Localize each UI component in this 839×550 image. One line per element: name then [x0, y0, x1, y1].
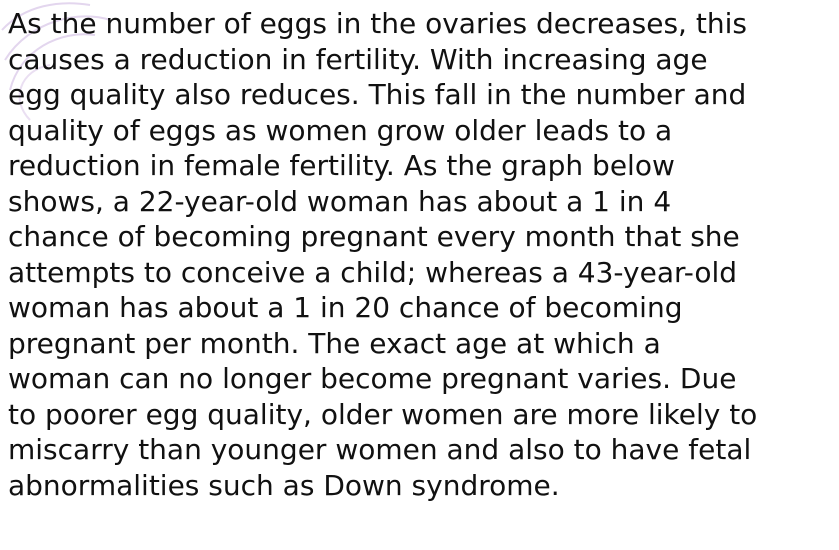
text-line: abnormalities such as Down syndrome.	[8, 468, 560, 504]
text-line: egg quality also reduces. This fall in t…	[8, 77, 746, 113]
page: {"paragraph": {"lines": [ "As the number…	[0, 0, 839, 550]
text-line: As the number of eggs in the ovaries dec…	[8, 6, 747, 42]
text-line: woman can no longer become pregnant vari…	[8, 361, 736, 397]
text-line: quality of eggs as women grow older lead…	[8, 113, 672, 149]
text-line: chance of becoming pregnant every month …	[8, 219, 740, 255]
text-line: reduction in female fertility. As the gr…	[8, 148, 675, 184]
text-line: to poorer egg quality, older women are m…	[8, 397, 757, 433]
text-line: pregnant per month. The exact age at whi…	[8, 326, 661, 362]
text-line: shows, a 22-year-old woman has about a 1…	[8, 184, 671, 220]
paragraph: As the number of eggs in the ovaries dec…	[8, 6, 836, 503]
text-line: woman has about a 1 in 20 chance of beco…	[8, 290, 682, 326]
text-line: miscarry than younger women and also to …	[8, 432, 751, 468]
text-line: attempts to conceive a child; whereas a …	[8, 255, 737, 291]
text-line: causes a reduction in fertility. With in…	[8, 42, 708, 78]
